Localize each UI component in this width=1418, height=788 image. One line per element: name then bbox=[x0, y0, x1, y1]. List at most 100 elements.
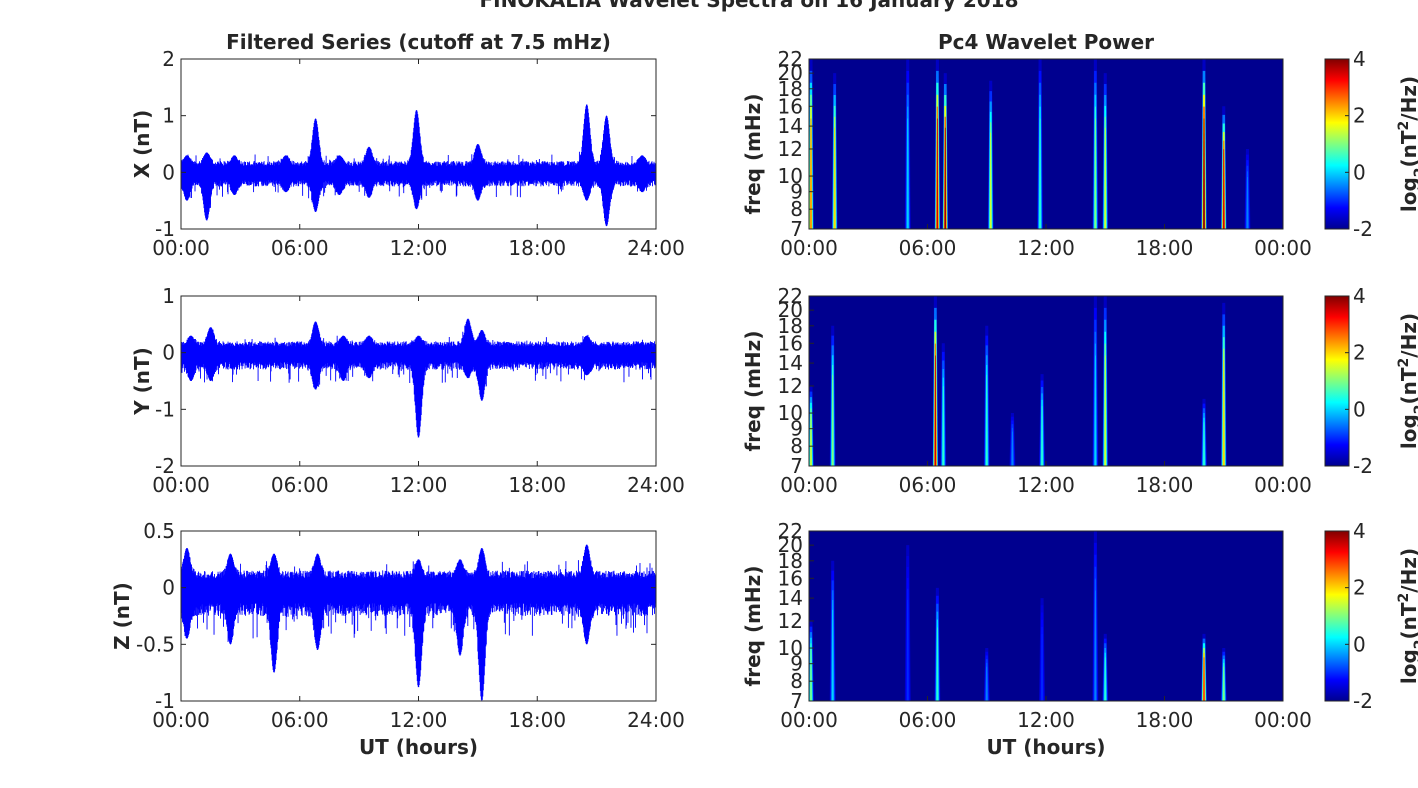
colorbar-gradient bbox=[1324, 295, 1350, 467]
x-tick-label: 18:00 bbox=[508, 473, 566, 497]
series-path bbox=[181, 104, 656, 227]
colorbar-tick-label: 0 bbox=[1353, 160, 1366, 184]
power-streak bbox=[1220, 302, 1227, 466]
x-tick-label: 24:00 bbox=[627, 236, 685, 260]
streak-layer bbox=[831, 609, 834, 701]
streak-layer bbox=[1094, 118, 1097, 229]
timeseries-panel-2: 00:00 06:00 12:00 18:00 24:00 -2 -1 0 1 Y (nT) bbox=[130, 284, 685, 497]
power-streak bbox=[829, 325, 836, 466]
streak-layer bbox=[1223, 359, 1225, 466]
power-streak bbox=[1102, 73, 1109, 229]
x-tick-label: 00:00 bbox=[1254, 708, 1312, 732]
colorbar-label: log2(nT2/Hz) bbox=[1396, 76, 1418, 212]
streak-layer bbox=[942, 386, 945, 466]
figure-suptitle: FINOKALIA Wavelet Spectra on 16 January … bbox=[479, 0, 1018, 12]
streak-layer bbox=[986, 666, 988, 701]
x-tick-label: 18:00 bbox=[1136, 236, 1194, 260]
y-tick-label: 14 bbox=[778, 351, 803, 375]
x-tick-label: 00:00 bbox=[152, 708, 210, 732]
y-tick-label: 9 bbox=[790, 652, 803, 676]
x-tick-label: 24:00 bbox=[627, 473, 685, 497]
colorbar-tick-label: -2 bbox=[1353, 217, 1373, 241]
power-streak bbox=[1092, 296, 1099, 466]
power-streak bbox=[1009, 413, 1016, 466]
streak-layer bbox=[831, 374, 834, 466]
x-tick-label: 12:00 bbox=[390, 708, 448, 732]
power-streak bbox=[1102, 296, 1109, 466]
streak-layer bbox=[986, 374, 988, 466]
y-tick-label: 14 bbox=[778, 114, 803, 138]
x-tick-label: 12:00 bbox=[1017, 236, 1075, 260]
spectrogram-streaks bbox=[809, 59, 1251, 229]
power-streak bbox=[1244, 148, 1251, 229]
colorbar-label: log2(nT2/Hz) bbox=[1396, 313, 1418, 449]
power-streak bbox=[1092, 59, 1099, 229]
x-tick-label: 24:00 bbox=[627, 708, 685, 732]
x-tick-label: 06:00 bbox=[271, 708, 329, 732]
spectrogram-background bbox=[809, 296, 1283, 466]
x-tick-label: 00:00 bbox=[780, 708, 838, 732]
colorbar: -2 0 2 4 log2(nT2/Hz) bbox=[1324, 47, 1418, 241]
spectrogram-streaks bbox=[809, 296, 1227, 466]
streak-layer bbox=[934, 355, 937, 466]
colorbar-tick-label: 2 bbox=[1353, 576, 1366, 600]
x-tick-label: 12:00 bbox=[390, 236, 448, 260]
colorbar: -2 0 2 4 log2(nT2/Hz) bbox=[1324, 284, 1418, 478]
streak-layer bbox=[1011, 431, 1014, 466]
y-tick-label: 2 bbox=[162, 47, 175, 71]
spectrogram-background bbox=[809, 531, 1283, 701]
panel-title: Pc4 Wavelet Power bbox=[938, 30, 1154, 54]
streak-layer bbox=[833, 127, 836, 229]
power-streak bbox=[983, 325, 990, 466]
y-tick-label: 12 bbox=[778, 609, 803, 633]
y-tick-label: 7 bbox=[790, 217, 803, 241]
power-streak bbox=[1039, 374, 1046, 466]
colorbar-tick-label: -2 bbox=[1353, 454, 1373, 478]
spectrogram-panel-5: 00:00 06:00 12:00 18:00 00:00789101214161820… bbox=[741, 519, 1418, 759]
x-tick-label: 00:00 bbox=[780, 236, 838, 260]
spectrogram-streaks bbox=[809, 531, 1227, 701]
y-tick-label: -0.5 bbox=[136, 632, 175, 656]
x-tick-label: 00:00 bbox=[1254, 473, 1312, 497]
y-axis-label: Y (nT) bbox=[130, 347, 154, 416]
power-streak bbox=[829, 560, 836, 701]
timeseries-panel-4: 00:00 06:00 12:00 18:00 24:00 -1 -0.5 0 0.5 Z (nT… bbox=[110, 519, 685, 759]
x-tick-label: 18:00 bbox=[1136, 708, 1194, 732]
y-tick-label: -1 bbox=[155, 397, 175, 421]
streak-layer bbox=[989, 132, 992, 229]
colorbar-gradient bbox=[1324, 530, 1350, 702]
streak-layer bbox=[810, 413, 812, 466]
y-tick-label: 12 bbox=[778, 374, 803, 398]
power-streak bbox=[1201, 59, 1207, 229]
y-axis-label: freq (mHz) bbox=[741, 94, 765, 215]
power-streak bbox=[1201, 633, 1207, 701]
series-line bbox=[181, 104, 656, 227]
y-axis-label: freq (mHz) bbox=[741, 566, 765, 687]
panel-title: Filtered Series (cutoff at 7.5 mHz) bbox=[226, 30, 611, 54]
y-tick-label: 8 bbox=[790, 434, 803, 458]
colorbar-tick-label: -2 bbox=[1353, 689, 1373, 713]
power-streak bbox=[1201, 398, 1207, 466]
colorbar-gradient bbox=[1324, 58, 1350, 230]
series-line bbox=[181, 544, 656, 701]
streak-layer bbox=[1041, 634, 1043, 701]
streak-layer bbox=[1039, 118, 1041, 229]
x-tick-label: 00:00 bbox=[1254, 236, 1312, 260]
y-tick-label: 22 bbox=[778, 519, 803, 543]
power-streak bbox=[932, 296, 939, 466]
streak-layer bbox=[944, 127, 947, 229]
y-tick-label: 0 bbox=[162, 576, 175, 600]
power-streak bbox=[1037, 59, 1044, 229]
power-streak bbox=[904, 59, 911, 229]
y-tick-label: 20 bbox=[778, 298, 803, 322]
y-tick-label: 10 bbox=[778, 164, 803, 188]
colorbar: -2 0 2 4 log2(nT2/Hz) bbox=[1324, 519, 1418, 713]
power-streak bbox=[1102, 633, 1109, 701]
streak-layer bbox=[1203, 118, 1205, 229]
y-tick-label: 22 bbox=[778, 284, 803, 308]
x-tick-label: 00:00 bbox=[152, 236, 210, 260]
power-streak bbox=[942, 73, 949, 229]
y-tick-label: 16 bbox=[778, 566, 803, 590]
streak-layer bbox=[1104, 355, 1106, 466]
streak-layer bbox=[936, 118, 939, 229]
